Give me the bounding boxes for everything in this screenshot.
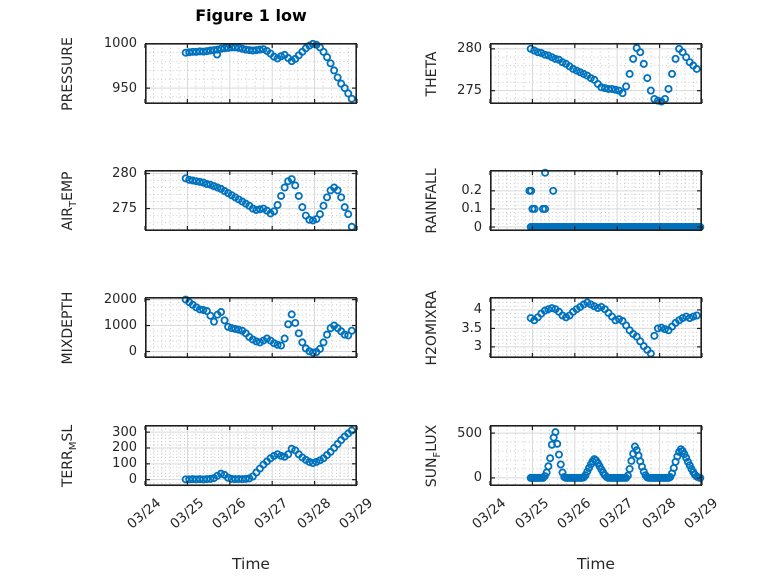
series-markers	[181, 174, 356, 231]
y-axis-label-text: AIR	[60, 206, 76, 230]
y-axis-label-text: SL	[60, 424, 76, 442]
axes-box	[145, 43, 357, 105]
plot-background	[145, 297, 357, 358]
axes-box	[490, 425, 702, 487]
tick-marks	[489, 298, 703, 357]
x-axis-label-right: Time	[577, 555, 615, 573]
y-tick-label: 1000	[103, 318, 137, 334]
y-tick-label: 4	[473, 302, 482, 318]
y-tick-label: 0	[128, 344, 137, 359]
x-tick-label: 03/24	[469, 495, 510, 533]
series-markers	[526, 298, 701, 358]
y-tick-label: 0	[473, 219, 482, 235]
series-markers	[181, 426, 356, 484]
axes-box	[145, 297, 357, 359]
plot-sun_flux	[489, 425, 705, 487]
y-tick-label: 2000	[103, 292, 137, 308]
tick-marks	[489, 44, 703, 103]
minor-grid	[491, 44, 701, 103]
y-tick-label: 0.2	[461, 183, 482, 199]
tick-marks	[489, 171, 703, 230]
x-tick-label: 03/26	[209, 495, 250, 533]
x-tick-label: 03/25	[166, 495, 207, 533]
axes-box	[145, 170, 357, 232]
series-markers	[526, 44, 701, 106]
series-markers	[181, 39, 356, 103]
x-tick-label: 03/29	[681, 495, 722, 533]
series-markers	[525, 168, 705, 232]
y-tick-label: 3	[473, 339, 482, 355]
y-tick-label: 0	[128, 472, 137, 488]
y-axis-label-sun_flux: SUNFLUX	[423, 376, 443, 536]
y-tick-label: 275	[457, 83, 482, 99]
axes-box	[490, 170, 702, 232]
plot-h2omixra	[489, 297, 703, 359]
y-axis-label-text: LUX	[424, 424, 440, 452]
y-tick-label: 300	[112, 424, 137, 440]
y-axis-label-subscript: F	[431, 451, 443, 458]
y-axis-label-text: THETA	[424, 51, 440, 96]
tick-marks	[144, 43, 358, 103]
tick-marks	[144, 171, 358, 230]
y-axis-label-text: EMP	[60, 171, 76, 201]
y-axis-label-text: SUN	[424, 457, 440, 487]
x-tick-label: 03/25	[511, 495, 552, 533]
y-tick-label: 280	[112, 166, 137, 181]
x-tick-label: 03/27	[596, 495, 637, 533]
y-tick-label: 950	[112, 80, 137, 96]
x-tick-label: 03/24	[124, 495, 165, 533]
axes-box	[145, 425, 357, 487]
axes-box	[490, 297, 702, 359]
y-axis-label-subscript: M	[67, 441, 79, 450]
y-tick-label: 200	[112, 440, 137, 456]
x-tick-label: 03/27	[251, 495, 292, 533]
y-axis-label-text: TERR	[60, 449, 76, 487]
y-axis-label-text: MIXDEPTH	[60, 291, 76, 364]
y-tick-label: 3.5	[461, 320, 482, 336]
y-tick-label: 500	[457, 425, 482, 441]
x-axis-label-left: Time	[232, 555, 270, 573]
plot-background	[490, 170, 702, 231]
axes-box	[490, 43, 702, 105]
tick-marks	[144, 298, 358, 357]
tick-marks	[489, 426, 703, 485]
y-tick-label: 1000	[103, 36, 137, 52]
y-axis-label-text: PRESSURE	[60, 36, 76, 111]
y-axis-label-subscript: T	[67, 200, 79, 207]
plot-theta	[489, 43, 703, 106]
y-tick-label: 100	[112, 456, 137, 472]
plot-terr_msl	[144, 425, 358, 487]
plot-rainfall	[489, 168, 705, 232]
y-axis-label-text: RAINFALL	[424, 167, 440, 234]
y-axis-label-text: H2OMIXRA	[424, 290, 440, 365]
x-tick-label: 03/29	[336, 495, 377, 533]
plot-mixdepth	[144, 295, 358, 359]
minor-grid	[491, 426, 701, 485]
y-tick-label: 0.1	[461, 201, 482, 217]
series-markers	[181, 295, 356, 357]
x-tick-label: 03/26	[554, 495, 595, 533]
y-tick-label: 275	[112, 201, 137, 217]
x-tick-label: 03/28	[293, 495, 334, 533]
plot-pressure	[144, 39, 358, 105]
figure-title: Figure 1 low	[195, 6, 307, 25]
y-axis-label-terr_msl: TERRMSL	[59, 376, 79, 536]
y-tick-label: 280	[457, 41, 482, 57]
tick-marks	[144, 426, 358, 485]
plot-air_temp	[144, 170, 358, 232]
x-tick-label: 03/28	[638, 495, 679, 533]
y-tick-label: 0	[473, 470, 482, 486]
